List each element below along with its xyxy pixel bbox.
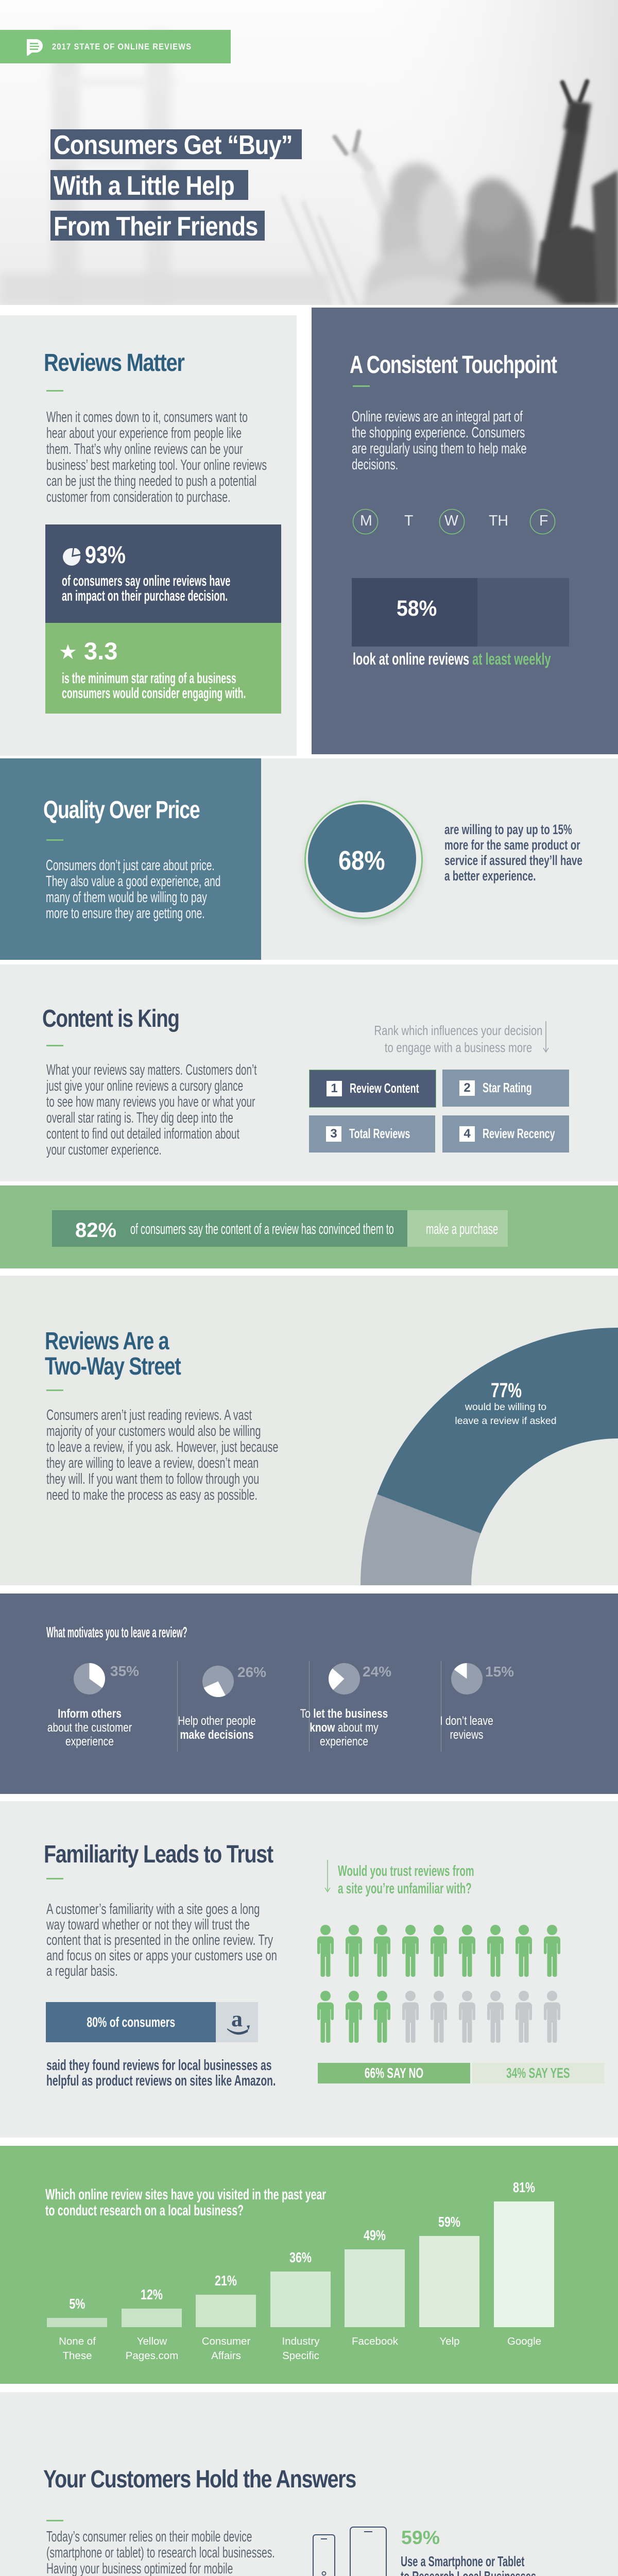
svg-text:a: a: [231, 2006, 243, 2031]
